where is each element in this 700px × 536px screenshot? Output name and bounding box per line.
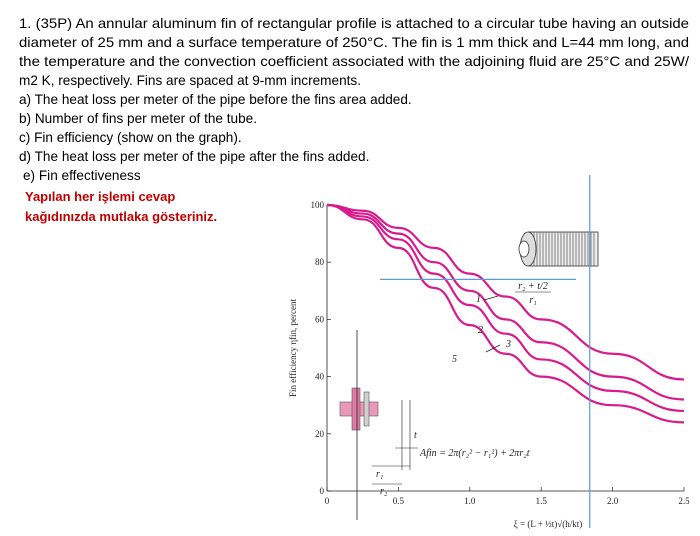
diagram-label: t — [414, 430, 417, 441]
tube-illustration — [518, 231, 599, 267]
legend-denominator: r₁ — [529, 295, 536, 306]
problem-line: 1. (35P) An annular aluminum fin of rect… — [19, 16, 689, 31]
diagram-label: r₂ — [380, 486, 388, 497]
efficiency-curve — [326, 203, 685, 381]
y-tick-label: 80 — [315, 257, 325, 267]
problem-part: c) Fin efficiency (show on the graph). — [19, 130, 242, 145]
diagram-label: r₁ — [376, 469, 383, 480]
area-formula: Afin = 2π(r₂² − r₁²) + 2πr₂t — [419, 448, 530, 459]
note-line: Yapılan her işlemi cevap — [25, 189, 175, 204]
problem-line: the temperature and the convection coeff… — [19, 54, 689, 69]
x-tick-label: 0 — [325, 496, 330, 506]
x-tick-label: 2.5 — [678, 496, 690, 506]
y-tick-label: 40 — [315, 372, 325, 382]
arrow — [483, 295, 499, 301]
note-line: kağıdınızda mutlaka gösteriniz. — [25, 209, 217, 224]
y-tick-label: 100 — [311, 200, 325, 210]
legend-numerator: r₂ + t/2 — [518, 281, 548, 292]
curve-label: 1 — [476, 294, 481, 305]
efficiency-curve — [326, 203, 685, 413]
y-axis-label: Fin efficiency ηfin, percent — [288, 299, 298, 398]
problem-part: e) Fin effectiveness — [23, 168, 141, 183]
arrow — [485, 344, 501, 353]
problem-part: d) The heat loss per meter of the pipe a… — [19, 149, 369, 164]
efficiency-curve — [326, 203, 685, 401]
x-tick-label: 0.5 — [393, 496, 405, 506]
y-tick-label: 20 — [315, 429, 325, 439]
problem-part: a) The heat loss per meter of the pipe b… — [19, 92, 412, 107]
y-tick-label: 0 — [320, 486, 325, 496]
x-tick-label: 1.0 — [464, 496, 476, 506]
x-tick-label: 2.0 — [607, 496, 619, 506]
curve-label: 5 — [452, 354, 457, 365]
curve-label: 3 — [505, 339, 511, 350]
curve-label: 2 — [478, 325, 483, 336]
problem-line: m2 K, respectively. Fins are spaced at 9… — [19, 73, 361, 88]
y-tick-label: 60 — [315, 314, 325, 324]
efficiency-curve — [326, 203, 685, 424]
fin-diagram — [339, 330, 418, 520]
x-tick-label: 1.5 — [536, 496, 548, 506]
x-axis-label: ξ = (L + ½t)√(h/kt) — [514, 519, 583, 529]
problem-part: b) Number of fins per meter of the tube. — [19, 111, 257, 126]
problem-line: diameter of 25 mm and a surface temperat… — [19, 35, 689, 50]
